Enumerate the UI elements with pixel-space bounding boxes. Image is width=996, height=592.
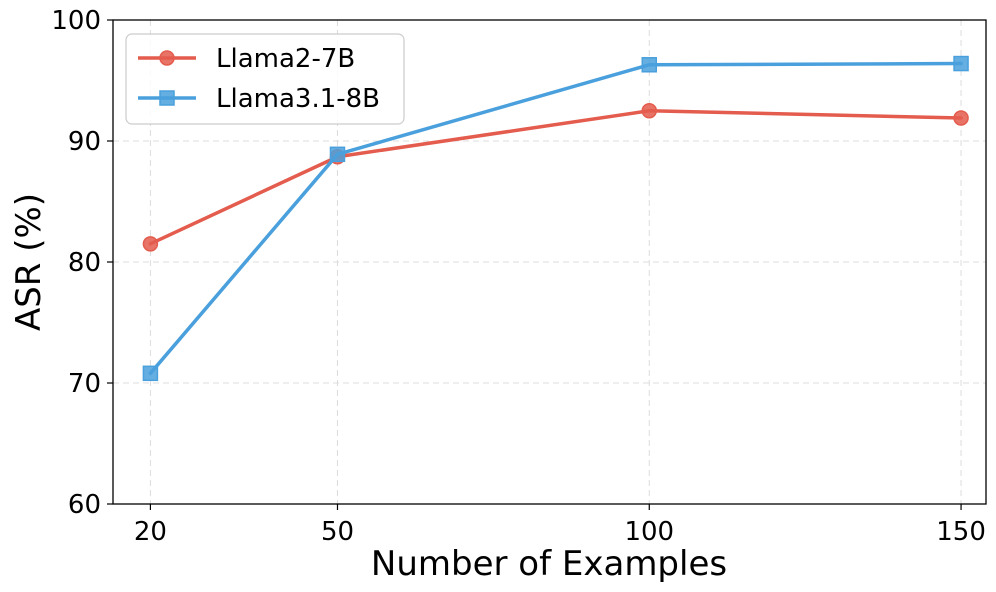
series-layer bbox=[142, 55, 969, 382]
data-point bbox=[142, 236, 159, 252]
legend-item: Llama2-7B bbox=[138, 44, 355, 74]
series-llama3-1-8b bbox=[142, 55, 969, 382]
x-tick-label: 20 bbox=[134, 517, 167, 547]
x-tick-label: 100 bbox=[624, 517, 674, 547]
legend-marker bbox=[159, 90, 175, 106]
x-tick-label: 150 bbox=[936, 517, 986, 547]
series-line bbox=[148, 109, 963, 246]
legend-item: Llama3.1-8B bbox=[138, 84, 380, 114]
y-tick-label: 90 bbox=[68, 127, 101, 157]
legend-label: Llama3.1-8B bbox=[216, 84, 380, 114]
y-tick-label: 100 bbox=[51, 6, 101, 36]
data-point bbox=[641, 103, 658, 119]
legend: Llama2-7B Llama3.1-8B bbox=[125, 33, 405, 125]
data-point bbox=[641, 57, 658, 73]
y-tick-label: 70 bbox=[68, 369, 101, 399]
data-point bbox=[142, 365, 159, 382]
data-point bbox=[953, 55, 969, 72]
data-point bbox=[953, 110, 969, 126]
legend-marker bbox=[159, 50, 175, 66]
series-llama2-7b bbox=[142, 103, 969, 252]
x-axis-label: Number of Examples bbox=[371, 544, 727, 584]
x-tick-label: 50 bbox=[321, 517, 354, 547]
y-tick-label: 80 bbox=[68, 248, 101, 278]
data-point bbox=[329, 146, 346, 163]
axis-ticks: 20 50 100 150 60 70 80 90 100 bbox=[51, 6, 986, 547]
y-tick-label: 60 bbox=[68, 490, 101, 520]
series-line bbox=[148, 61, 963, 376]
legend-label: Llama2-7B bbox=[216, 44, 355, 74]
y-axis-label: ASR (%) bbox=[9, 193, 49, 331]
